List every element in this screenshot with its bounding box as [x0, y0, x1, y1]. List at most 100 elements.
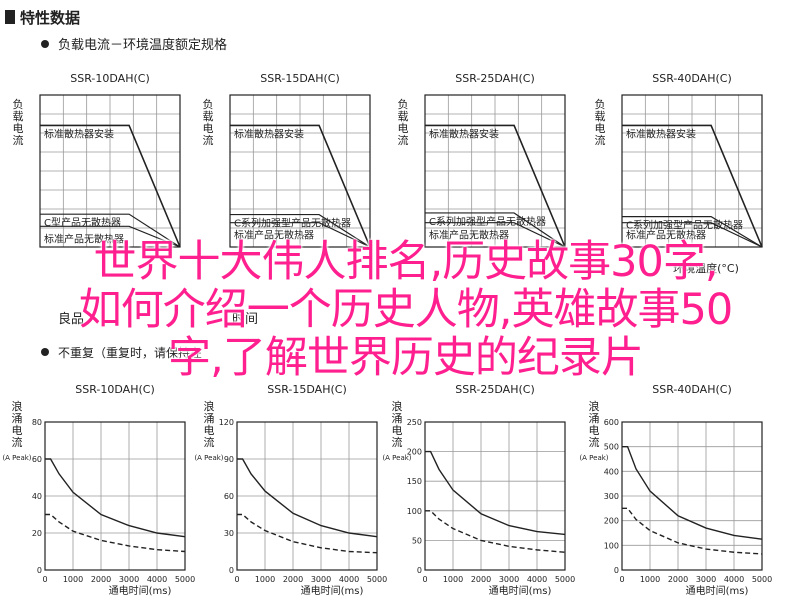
chart-title: SSR-25DAH(C) — [455, 383, 534, 396]
derating-chart: SSR-40DAH(C)负载电流 标准散热器安装C系列加强型产品无散热器标准产品无… — [595, 72, 763, 248]
x-tick-label: 4000 — [339, 575, 359, 584]
plot-frame — [621, 421, 763, 571]
x-tick-label: 2000 — [471, 575, 491, 584]
series-label: 标准散热器安装 — [429, 127, 499, 140]
y-tick-label: 90 — [224, 455, 234, 464]
section2-subtitle: 不重复（重复时，请保持在 — [58, 345, 202, 360]
y-axis-label: 负载电流 — [398, 97, 409, 147]
y-tick-label: 400 — [604, 467, 619, 476]
y-axis-label-char: 流 — [398, 133, 409, 147]
series-label: 标准产品无散热器 — [626, 229, 706, 242]
y-tick-label: 0 — [417, 566, 422, 575]
chart-title: SSR-40DAH(C) — [652, 72, 731, 85]
y-axis-label-char: 流 — [13, 133, 24, 147]
series-label: 标准产品无散热器 — [429, 229, 509, 242]
chart-title: SSR-10DAH(C) — [70, 72, 149, 85]
y-tick-label: 20 — [32, 529, 42, 538]
series-label: 标准散热器安装 — [44, 127, 114, 140]
y-axis-label-char: 载 — [203, 110, 214, 123]
y-tick-label: 200 — [407, 448, 422, 457]
plot-frame — [229, 94, 371, 248]
surge-line-single — [425, 450, 566, 536]
y-tick-label: 120 — [219, 418, 234, 427]
x-tick-label: 3000 — [696, 575, 716, 584]
y-axis-label-char: 电 — [392, 424, 403, 437]
x-axis-label: 通电时间(ms) — [301, 584, 364, 597]
stray-label: 良品 — [58, 311, 84, 327]
y-axis-label-char: 流 — [204, 435, 215, 449]
y-axis-label-char: 电 — [595, 122, 606, 135]
plot-frame — [424, 421, 566, 571]
bullet-icon — [41, 40, 49, 48]
chart-title: SSR-15DAH(C) — [267, 383, 346, 396]
series-label: C系列加强型产品无散热器 — [626, 219, 743, 232]
x-axis-label: 环境温度(°C) — [673, 261, 739, 275]
y-axis-label-char: 浪 — [204, 399, 215, 413]
stray-label: 时间 — [232, 312, 258, 327]
y-tick-label: 200 — [604, 517, 619, 526]
y-axis-unit: (A Peak) — [2, 454, 31, 462]
overlay-headline-2: 如何介绍一个历史人物,英雄故事50 — [78, 285, 733, 335]
y-axis-label-char: 流 — [12, 435, 23, 449]
y-axis-label-char: 流 — [203, 133, 214, 147]
overlay-headline-1: 世界十大伟人排名,历史故事30字, — [93, 237, 718, 287]
y-tick-label: 80 — [32, 418, 42, 427]
title-marker — [5, 10, 15, 24]
series-label: 标准产品无散热器 — [234, 229, 314, 242]
y-axis-label: 负载电流 — [203, 97, 214, 147]
y-axis-label: 负载电流 — [13, 97, 24, 147]
derating-chart: SSR-25DAH(C)负载电流 标准散热器安装C系列加强型产品无散热器标准产品无… — [398, 72, 566, 248]
x-tick-label: 5000 — [175, 575, 195, 584]
series-line — [425, 212, 566, 248]
y-axis-label-char: 电 — [13, 122, 24, 135]
x-tick-label: 3000 — [119, 575, 139, 584]
y-tick-label: 0 — [37, 566, 42, 575]
x-tick-label: 2000 — [668, 575, 688, 584]
y-axis-label-char: 浪 — [392, 399, 403, 413]
y-axis-label-char: 浪 — [589, 399, 600, 413]
x-tick-label: 5000 — [555, 575, 575, 584]
x-tick-label: 0 — [422, 575, 427, 584]
y-axis-unit: (A Peak) — [382, 454, 411, 462]
x-tick-label: 5000 — [752, 575, 772, 584]
x-tick-label: 1000 — [443, 575, 463, 584]
y-axis-label-char: 浪 — [12, 399, 23, 413]
x-tick-label: 0 — [234, 575, 239, 584]
section1-subtitle: 负载电流－环境温度额定规格 — [58, 37, 227, 53]
series-line — [425, 222, 566, 248]
series-label: C型产品无散热器 — [44, 216, 121, 229]
y-axis-unit: (A Peak) — [579, 454, 608, 462]
y-axis-label-char: 负 — [203, 97, 214, 111]
y-axis-label: 负载电流 — [595, 97, 606, 147]
series-line — [40, 225, 181, 248]
y-axis-label-char: 负 — [595, 97, 606, 111]
x-axis-label: 通电时间(ms) — [109, 584, 172, 597]
section-title: 特性数据 — [20, 9, 80, 27]
x-tick-label: 4000 — [147, 575, 167, 584]
y-axis-label-char: 涌 — [589, 412, 600, 425]
y-axis-label-char: 电 — [398, 122, 409, 135]
x-tick-label: 3000 — [311, 575, 331, 584]
x-tick-label: 2000 — [283, 575, 303, 584]
y-tick-label: 50 — [412, 536, 422, 545]
y-tick-label: 250 — [407, 418, 422, 427]
plot-frame — [424, 94, 566, 248]
y-tick-label: 0 — [229, 566, 234, 575]
y-axis-label-char: 涌 — [204, 412, 215, 425]
series-label: 标准散热器安装 — [234, 127, 304, 140]
plot-frame — [39, 94, 181, 248]
y-axis-label-char: 负 — [398, 97, 409, 111]
y-axis-label-char: 载 — [13, 110, 24, 123]
y-tick-label: 60 — [32, 455, 42, 464]
series-line — [40, 213, 181, 248]
y-tick-label: 0 — [614, 566, 619, 575]
surge-line-single — [45, 458, 186, 538]
surge-line-repeat — [45, 513, 186, 553]
plot-frame — [44, 421, 186, 571]
